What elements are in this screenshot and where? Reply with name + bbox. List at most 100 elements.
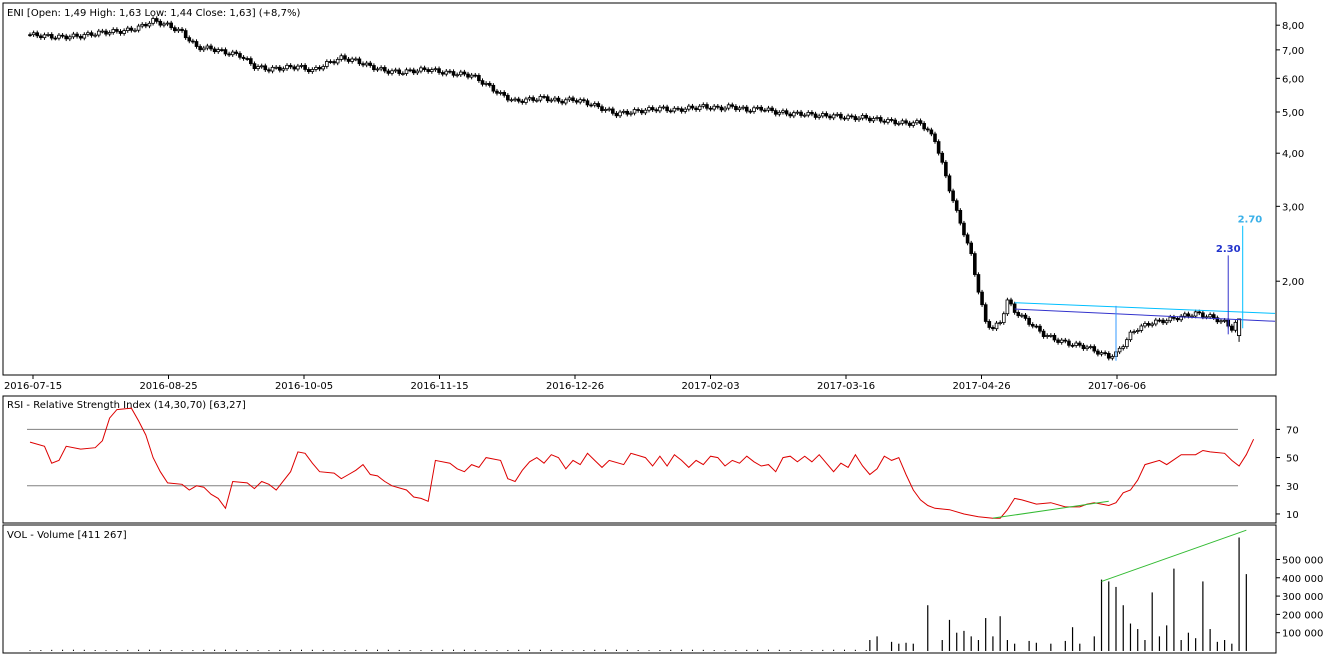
price-candle <box>35 32 40 37</box>
price-candle <box>629 112 633 115</box>
price-candle <box>915 120 919 124</box>
price-candle <box>998 322 1002 324</box>
price-candle <box>191 40 195 43</box>
price-candle <box>882 120 887 123</box>
price-candle <box>654 109 659 112</box>
price-candle <box>900 120 905 124</box>
price-candle <box>1139 325 1144 331</box>
price-candle <box>969 242 973 254</box>
volume-panel-title: VOL - Volume [411 267] <box>7 530 127 541</box>
price-candle <box>1041 330 1046 337</box>
price-candle <box>690 105 695 109</box>
price-candle <box>122 30 126 34</box>
price-candle <box>125 27 130 31</box>
price-candle <box>169 22 173 29</box>
price-candle <box>716 105 720 108</box>
price-candle <box>578 99 583 103</box>
price-candle <box>980 291 984 306</box>
price-candle <box>976 274 981 293</box>
price-candle <box>270 66 275 72</box>
price-candle <box>306 69 311 73</box>
price-candle <box>614 112 619 117</box>
price-candle <box>647 107 651 111</box>
rsi-y-axis: 70 50 30 10 <box>1276 425 1299 521</box>
price-candle <box>415 70 420 74</box>
price-candle <box>277 66 282 71</box>
price-candle <box>335 58 340 64</box>
price-panel: ENI [Open: 1,49 High: 1,63 Low: 1,44 Clo… <box>2 2 1304 392</box>
price-candle <box>592 103 597 106</box>
price-candle <box>209 45 213 50</box>
price-candle <box>839 113 843 119</box>
price-candle <box>991 327 995 330</box>
price-candle <box>151 18 155 24</box>
price-candle <box>238 53 242 58</box>
price-candle <box>752 107 756 112</box>
price-candle <box>39 35 43 39</box>
price-candle <box>1230 325 1234 331</box>
price-candle <box>781 110 785 113</box>
rsi-y-tick-label: 30 <box>1286 482 1299 493</box>
price-candle <box>596 103 601 108</box>
price-candle <box>1030 324 1035 327</box>
price-candle <box>951 190 955 202</box>
price-candle <box>777 111 782 115</box>
price-candle <box>835 113 840 116</box>
price-candle <box>426 69 430 72</box>
price-candle <box>712 105 716 110</box>
price-candle <box>1193 311 1198 317</box>
price-candle <box>1197 311 1202 314</box>
price-candle <box>1012 303 1017 313</box>
price-candle <box>411 69 416 74</box>
price-candle <box>1146 323 1151 326</box>
price-candle <box>1034 325 1039 328</box>
price-candle <box>737 107 742 111</box>
price-candle <box>683 108 688 112</box>
price-candle <box>820 113 825 117</box>
price-y-tick-label: 4,00 <box>1282 149 1304 160</box>
price-candle <box>925 128 930 131</box>
price-candle <box>165 22 170 25</box>
price-y-tick-label: 3,00 <box>1282 202 1304 213</box>
price-candle <box>346 58 351 62</box>
price-candle <box>929 129 934 135</box>
price-x-tick-label: 2017-06-06 <box>1088 381 1146 392</box>
price-candle <box>748 110 753 113</box>
price-candle <box>705 104 709 109</box>
price-candle <box>1175 317 1180 321</box>
price-candle <box>75 33 79 37</box>
price-x-tick-label: 2016-08-25 <box>139 381 197 392</box>
rsi-panel-title: RSI - Relative Strength Index (14,30,70)… <box>7 400 246 411</box>
price-candle <box>458 71 463 76</box>
price-candle <box>773 110 778 115</box>
price-candle <box>154 18 159 22</box>
price-candle <box>1038 325 1042 332</box>
price-candle <box>408 69 412 72</box>
price-candle <box>574 100 579 103</box>
price-candle <box>1211 314 1216 319</box>
price-candle <box>907 122 912 126</box>
price-candle <box>325 61 329 67</box>
price-candle <box>382 67 387 72</box>
price-candle <box>118 30 123 34</box>
price-candle <box>694 107 698 111</box>
price-candle <box>1143 323 1147 327</box>
price-candle <box>147 22 152 27</box>
price-candle <box>1092 346 1097 352</box>
price-candle <box>1023 314 1028 319</box>
price-candle <box>524 98 528 103</box>
price-candle <box>828 115 832 119</box>
price-candle <box>672 107 677 112</box>
price-candle <box>252 63 257 70</box>
price-candle <box>520 100 525 103</box>
price-candle <box>618 111 622 117</box>
price-candle <box>531 97 535 101</box>
price-candle <box>994 322 999 330</box>
price-candle <box>53 37 58 40</box>
price-candle <box>723 107 727 111</box>
price-candle <box>1168 316 1173 322</box>
price-candle <box>1125 339 1129 348</box>
price-candle <box>368 62 373 66</box>
price-candle <box>792 112 796 117</box>
